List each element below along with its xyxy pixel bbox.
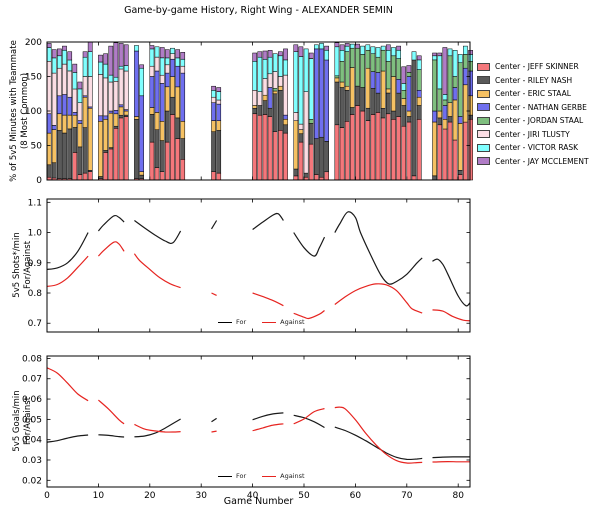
- legend-swatch-icon: [477, 89, 490, 98]
- y-tick-label: 1.0: [28, 229, 43, 239]
- x-tick-label: 10: [93, 491, 105, 501]
- y-tick-label: 0.03: [22, 456, 42, 466]
- for-label: For: [236, 318, 247, 326]
- legend-swatch-icon: [477, 103, 490, 111]
- x-tick-label: 0: [44, 491, 50, 501]
- y-tick-label: 150: [25, 73, 42, 83]
- x-tick-label: 20: [144, 491, 156, 501]
- for-line-sample-icon: [218, 321, 232, 323]
- legend-swatch-icon: [477, 116, 490, 125]
- legend-label: Center - JIRI TLUSTY: [495, 129, 570, 139]
- legend-item: Center - ERIC STAAL: [477, 89, 589, 98]
- y-tick-label: 0.02: [22, 476, 42, 486]
- x-tick-label: 30: [195, 491, 207, 501]
- against-line-sample-icon: [262, 321, 277, 323]
- legend-swatch-icon: [477, 157, 490, 165]
- legend-item: Center - RILEY NASH: [477, 76, 589, 85]
- against-label: Against: [280, 472, 305, 480]
- legend-label: Center - VICTOR RASK: [495, 143, 579, 152]
- for-line-sample-icon: [218, 475, 232, 477]
- goals-legend: For Against: [218, 471, 338, 481]
- shots-axis-label-line2: For/Against: [23, 240, 33, 290]
- legend-swatch-icon: [477, 62, 490, 71]
- x-tick-label: 80: [452, 491, 464, 501]
- legend-swatch-icon: [477, 143, 490, 152]
- y-tick-label: 50: [31, 142, 43, 152]
- legend-label: Center - NATHAN GERBE: [495, 102, 587, 112]
- shots-axis-label: 5v5 Shots*/min For/Against: [12, 185, 34, 345]
- y-tick-label: 0.05: [22, 415, 42, 425]
- x-tick-label: 40: [247, 491, 259, 501]
- y-tick-label: 0: [36, 176, 42, 186]
- legend-label: Center - JEFF SKINNER: [495, 62, 579, 71]
- teammate-legend: Center - JEFF SKINNER Center - RILEY NASH…: [477, 62, 589, 166]
- y-tick-label: 0.7: [28, 319, 42, 329]
- against-line-sample-icon: [262, 475, 277, 477]
- figure-title: Game-by-game History, Right Wing - ALEXA…: [124, 5, 393, 16]
- legend-item: Center - JIRI TLUSTY: [477, 130, 589, 139]
- legend-label: Center - ERIC STAAL: [495, 89, 571, 98]
- legend-label: Center - RILEY NASH: [495, 75, 573, 85]
- y-tick-label: 0.9: [28, 259, 43, 269]
- legend-label: Center - JORDAN STAAL: [495, 116, 584, 125]
- x-tick-label: 70: [401, 491, 413, 501]
- goals-axis-label-line1: 5v5 Goals/min: [12, 390, 22, 452]
- legend-swatch-icon: [477, 76, 490, 84]
- legend-swatch-icon: [477, 130, 490, 138]
- legend-label: Center - JAY MCCLEMENT: [495, 156, 589, 166]
- shots-axis-label-line1: 5v5 Shots*/min: [12, 232, 22, 298]
- y-tick-label: 0.06: [22, 395, 42, 405]
- x-tick-label: 50: [298, 491, 310, 501]
- legend-item: Center - VICTOR RASK: [477, 143, 589, 152]
- legend-item: Center - JEFF SKINNER: [477, 62, 589, 71]
- x-tick-label: 60: [350, 491, 362, 501]
- goals-axis-label: 5v5 Goals/min For/Against: [12, 341, 34, 501]
- y-tick-label: 1.1: [28, 198, 42, 208]
- against-label: Against: [280, 318, 305, 326]
- y-tick-label: 0.8: [28, 289, 43, 299]
- legend-item: Center - JAY MCCLEMENT: [477, 157, 589, 166]
- legend-item: Center - NATHAN GERBE: [477, 103, 589, 112]
- y-tick-label: 100: [25, 107, 42, 117]
- x-axis-label: Game Number: [223, 496, 294, 507]
- goals-axis-label-line2: For/Against: [23, 396, 33, 446]
- y-tick-label: 0.08: [22, 354, 42, 364]
- legend-item: Center - JORDAN STAAL: [477, 116, 589, 125]
- shots-legend: For Against: [218, 317, 338, 327]
- y-tick-label: 0.04: [22, 436, 42, 446]
- y-tick-label: 0.07: [22, 375, 42, 385]
- for-label: For: [236, 472, 247, 480]
- y-tick-label: 200: [25, 38, 42, 48]
